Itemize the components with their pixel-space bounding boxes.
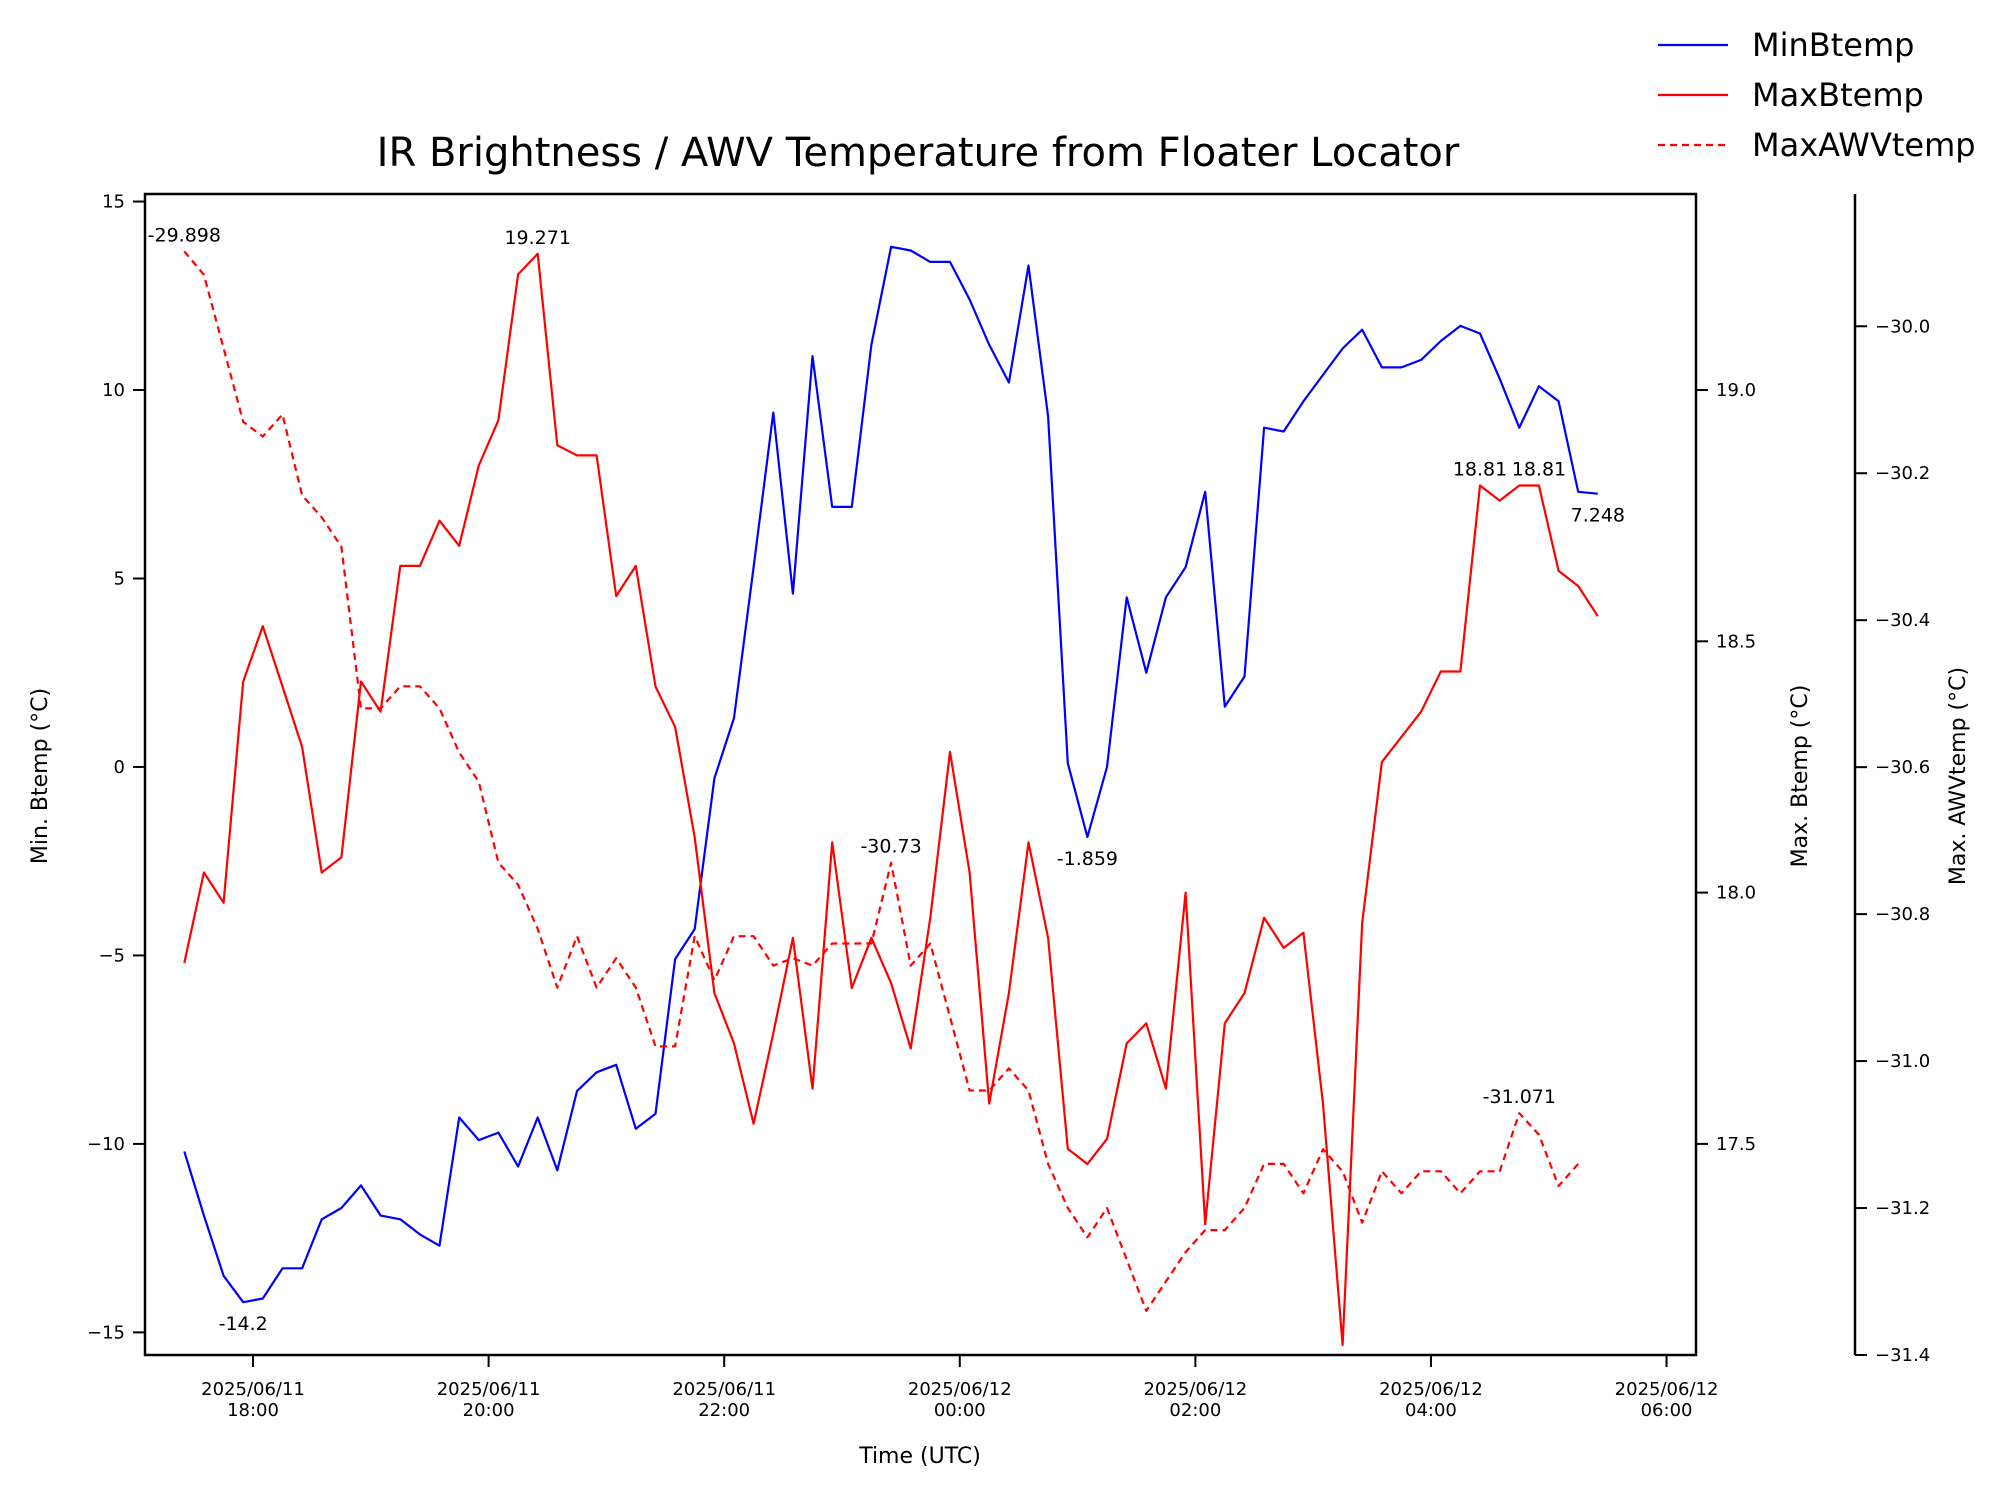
legend-label-minbtemp: MinBtemp xyxy=(1752,26,1914,64)
x-tick-label: 2025/06/12 xyxy=(908,1379,1012,1400)
x-tick-label: 2025/06/11 xyxy=(437,1379,541,1400)
y-tick-label-right1: 17.5 xyxy=(1716,1134,1756,1155)
data-label: -14.2 xyxy=(219,1313,268,1335)
y-tick-label-right1: 19.0 xyxy=(1716,380,1756,401)
chart-title: IR Brightness / AWV Temperature from Flo… xyxy=(377,130,1460,176)
y-tick-label-left: 5 xyxy=(114,568,125,589)
data-label: 7.248 xyxy=(1571,505,1625,527)
data-label: -31.071 xyxy=(1483,1086,1556,1108)
x-tick-label: 2025/06/12 xyxy=(1615,1379,1719,1400)
y-axis-label-right1: Max. Btemp (°C) xyxy=(1788,685,1813,868)
series-line-minbtemp xyxy=(183,245,1598,1304)
x-tick-label: 02:00 xyxy=(1169,1400,1221,1421)
legend-label-maxawvtemp: MaxAWVtemp xyxy=(1752,126,1976,164)
y-tick-label-left: 10 xyxy=(102,380,125,401)
legend: MinBtemp MaxBtemp MaxAWVtemp xyxy=(1658,26,1976,164)
data-label: 18.81 xyxy=(1512,459,1566,481)
x-tick-label: 2025/06/12 xyxy=(1379,1379,1483,1400)
data-label: -1.859 xyxy=(1057,848,1118,870)
y-tick-label-right2: −30.0 xyxy=(1875,316,1930,337)
series-line-maxawvtemp xyxy=(183,250,1580,1313)
y-tick-label-left: 0 xyxy=(114,757,125,778)
x-tick-label: 2025/06/12 xyxy=(1143,1379,1247,1400)
y-tick-label-left: −10 xyxy=(87,1134,125,1155)
data-label: -29.898 xyxy=(148,224,221,246)
y-tick-label-right2: −30.2 xyxy=(1875,463,1930,484)
plot-frame xyxy=(143,192,1698,1357)
y-tick-label-right1: 18.5 xyxy=(1716,631,1756,652)
x-tick-label: 18:00 xyxy=(227,1400,279,1421)
y-tick-label-right2: −30.6 xyxy=(1875,757,1930,778)
y-tick-label-right2: −30.8 xyxy=(1875,904,1930,925)
x-tick-label: 00:00 xyxy=(934,1400,986,1421)
y-axis-label-left: Min. Btemp (°C) xyxy=(28,688,53,864)
data-annotations: -14.2 -1.859 7.248 19.271 18.81 18.81 -29.898 -… xyxy=(148,224,1625,1335)
x-tick-label: 06:00 xyxy=(1641,1400,1693,1421)
y-tick-label-right2: −31.4 xyxy=(1875,1345,1930,1366)
x-tick-label: 2025/06/11 xyxy=(201,1379,305,1400)
data-label: -30.73 xyxy=(860,836,921,858)
y-axis-label-right2: Max. AWVtemp (°C) xyxy=(1946,667,1971,885)
x-axis-label: Time (UTC) xyxy=(858,1444,981,1469)
y-tick-label-right1: 18.0 xyxy=(1716,883,1756,904)
series-line-maxbtemp xyxy=(183,252,1599,1347)
series-lines xyxy=(183,245,1599,1347)
data-label: 19.271 xyxy=(504,227,570,249)
x-tick-label: 20:00 xyxy=(463,1400,515,1421)
x-tick-label: 22:00 xyxy=(698,1400,750,1421)
axis-ticks: 2025/06/1118:002025/06/1120:002025/06/11… xyxy=(87,192,1930,1421)
y-tick-label-left: −5 xyxy=(98,945,125,966)
x-tick-label: 2025/06/11 xyxy=(672,1379,776,1400)
y-tick-label-right2: −31.2 xyxy=(1875,1198,1930,1219)
legend-label-maxbtemp: MaxBtemp xyxy=(1752,76,1924,114)
x-tick-label: 04:00 xyxy=(1405,1400,1457,1421)
y-tick-label-right2: −31.0 xyxy=(1875,1051,1930,1072)
data-label: 18.81 xyxy=(1453,459,1507,481)
y-tick-label-left: 15 xyxy=(102,192,125,213)
y-tick-label-left: −15 xyxy=(87,1322,125,1343)
y-tick-label-right2: −30.4 xyxy=(1875,610,1930,631)
